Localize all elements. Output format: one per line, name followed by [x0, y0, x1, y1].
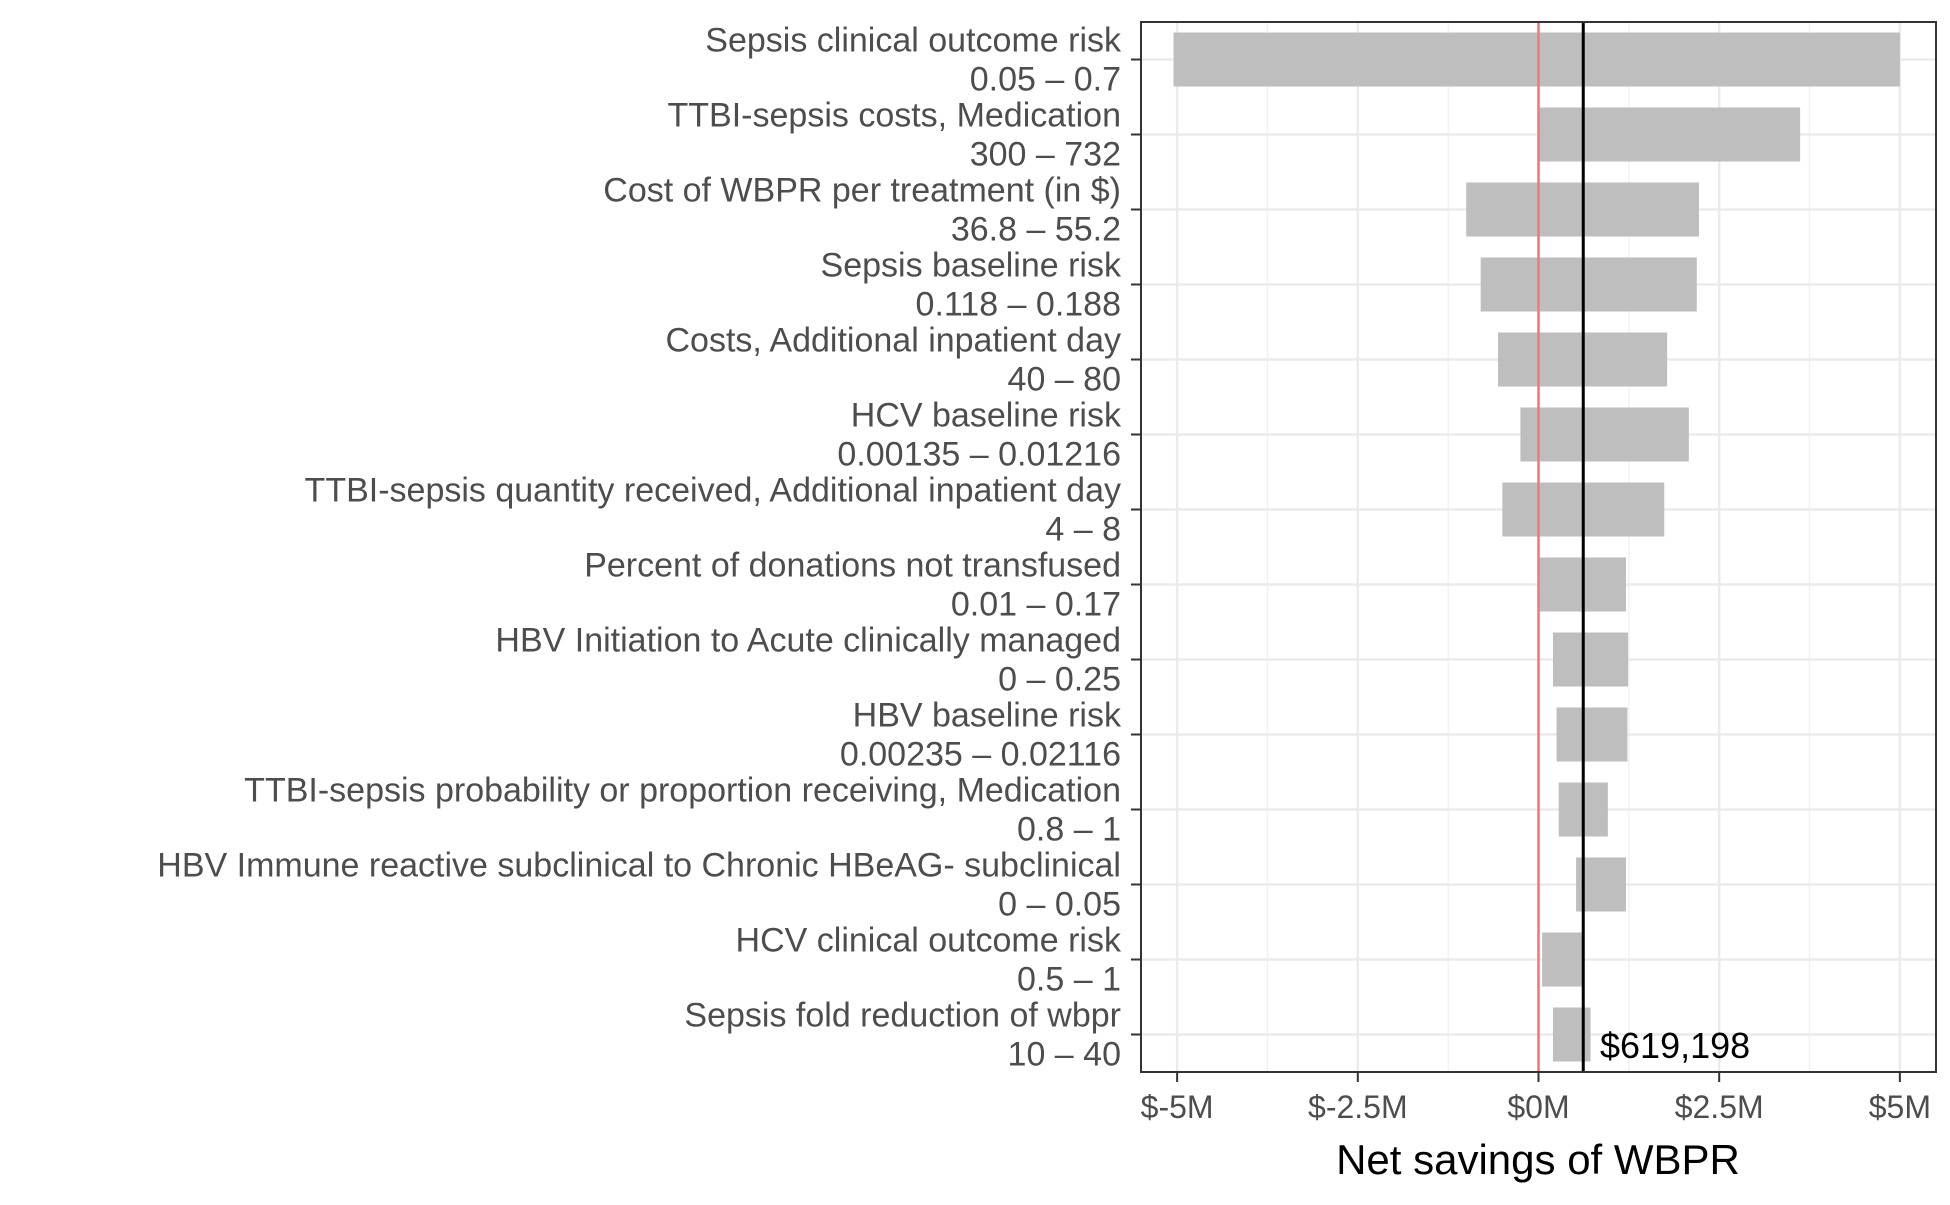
reference-lines	[1537, 22, 1585, 1072]
row-parameter-label: HBV baseline risk	[853, 697, 1122, 735]
row-range-label: 10 – 40	[1008, 1036, 1121, 1074]
row-range-label: 300 – 732	[970, 136, 1121, 174]
row-range-label: 0.8 – 1	[1017, 811, 1121, 849]
range-bar	[1520, 407, 1689, 462]
row-range-label: 0 – 0.05	[998, 886, 1121, 924]
x-tick-label: $-2.5M	[1308, 1089, 1408, 1125]
row-parameter-label: TTBI-sepsis quantity received, Additiona…	[305, 472, 1121, 510]
row-range-label: 0.118 – 0.188	[916, 286, 1121, 324]
range-bar	[1538, 107, 1801, 162]
range-bar	[1173, 32, 1900, 87]
row-parameter-label: Sepsis clinical outcome risk	[705, 22, 1122, 60]
row-range-label: 0 – 0.25	[998, 661, 1121, 699]
x-tick-label: $5M	[1869, 1089, 1931, 1125]
row-parameter-label: Sepsis baseline risk	[821, 247, 1122, 285]
row-parameter-label: HCV baseline risk	[851, 397, 1122, 435]
bar-layer	[1173, 32, 1900, 1062]
row-parameter-label: HBV Immune reactive subclinical to Chron…	[157, 847, 1121, 885]
row-parameter-label: Costs, Additional inpatient day	[665, 322, 1121, 360]
range-bar	[1480, 257, 1697, 312]
row-range-label: 0.01 – 0.17	[951, 586, 1121, 624]
row-range-label: 40 – 80	[1008, 361, 1121, 399]
range-bar	[1542, 932, 1584, 987]
row-range-label: 0.5 – 1	[1017, 961, 1121, 999]
x-axis-title: Net savings of WBPR	[1336, 1136, 1740, 1183]
range-bar	[1552, 632, 1629, 687]
row-parameter-label: TTBI-sepsis probability or proportion re…	[244, 772, 1121, 810]
x-tick-label: $-5M	[1141, 1089, 1214, 1125]
range-bar	[1556, 707, 1628, 762]
row-parameter-label: HCV clinical outcome risk	[736, 922, 1122, 960]
row-range-label: 0.00235 – 0.02116	[840, 736, 1121, 774]
row-range-label: 4 – 8	[1045, 511, 1121, 549]
row-parameter-label: HBV Initiation to Acute clinically manag…	[495, 622, 1121, 660]
range-bar	[1552, 1007, 1591, 1062]
x-axis-ticks: $-5M $-2.5M $0M $2.5M $5M	[1141, 1072, 1931, 1125]
x-tick-label: $0M	[1507, 1089, 1569, 1125]
row-range-label: 36.8 – 55.2	[951, 211, 1121, 249]
row-range-label: 0.00135 – 0.01216	[837, 436, 1121, 474]
row-parameter-label: TTBI-sepsis costs, Medication	[668, 97, 1121, 135]
x-tick-label: $2.5M	[1675, 1089, 1764, 1125]
row-parameter-label: Percent of donations not transfused	[584, 547, 1121, 585]
row-parameter-label: Cost of WBPR per treatment (in $)	[603, 172, 1121, 210]
baseline-value-label: $619,198	[1600, 1025, 1750, 1066]
row-parameter-label: Sepsis fold reduction of wbpr	[684, 997, 1121, 1035]
row-range-label: 0.05 – 0.7	[970, 61, 1121, 99]
